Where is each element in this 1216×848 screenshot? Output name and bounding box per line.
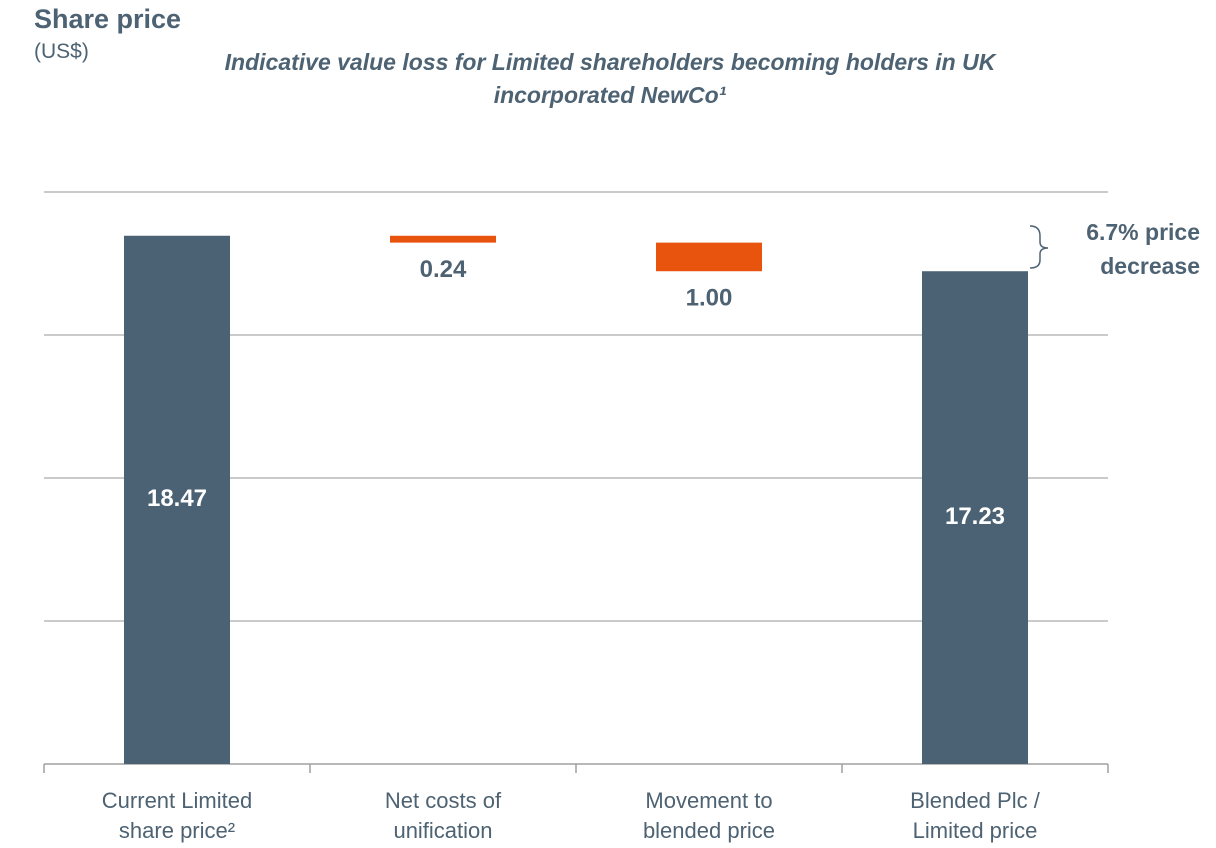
value-label: 17.23 (945, 503, 1005, 530)
chart-title: Indicative value loss for Limited shareh… (224, 49, 996, 108)
value-label: 0.24 (420, 256, 467, 283)
brace (1029, 225, 1049, 269)
x-tick-label: Net costs of unification (384, 788, 502, 843)
title: Share price (34, 4, 182, 34)
value-label: 1.00 (686, 285, 733, 312)
value-label: 18.47 (147, 485, 207, 512)
bar (390, 235, 496, 243)
x-tick-label: Blended Plc / Limited price (910, 788, 1040, 843)
x-tick-label: Current Limited share price² (101, 788, 253, 843)
annotation: 6.7% price decrease (1086, 219, 1200, 279)
bar (656, 242, 762, 272)
bar (922, 271, 1028, 764)
bar (124, 235, 230, 764)
x-tick-label: Movement to blended price (642, 788, 776, 843)
subtitle: (US$) (34, 40, 89, 63)
